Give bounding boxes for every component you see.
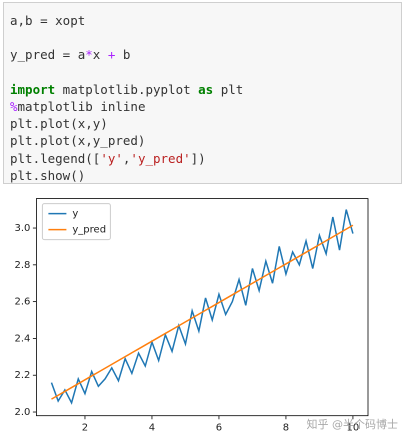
y-tick-label: 2.0 xyxy=(14,407,30,418)
series-line xyxy=(51,224,354,400)
legend-label: y_pred xyxy=(72,225,106,236)
code-cell[interactable]: a,b = xopt y_pred = a*x + b import matplot… xyxy=(3,2,402,184)
code-token: , xyxy=(122,150,131,166)
code-token: matplotlib.pyplot xyxy=(55,81,199,97)
code-token: % xyxy=(10,98,18,114)
watermark: 知乎 @半个码博士 xyxy=(307,417,399,431)
code-token: b xyxy=(115,47,131,63)
code-token: matplotlib inline xyxy=(17,98,146,114)
code-token: a,b = xopt xyxy=(10,13,86,28)
legend-box xyxy=(41,203,111,241)
code-token: plt xyxy=(213,81,244,97)
code-token: y_pred = a xyxy=(10,47,86,63)
code-token: plt.plot(x,y_pred) xyxy=(10,133,146,149)
y-tick-label: 2.8 xyxy=(14,260,30,271)
x-tick-label: 8 xyxy=(283,423,289,434)
x-tick-label: 4 xyxy=(149,423,155,434)
code-token: x xyxy=(92,47,108,63)
code-token: plt.show() xyxy=(10,167,86,183)
code-line: y_pred = a*x + b xyxy=(10,46,395,63)
code-token: + xyxy=(107,47,116,63)
legend-label: y xyxy=(72,209,78,220)
y-tick-label: 2.4 xyxy=(14,333,30,344)
code-line: import matplotlib.pyplot as plt xyxy=(10,81,395,98)
code-token: plt.legend([ xyxy=(10,150,101,166)
code-line: a,b = xopt xyxy=(10,12,395,29)
code-line: plt.show() xyxy=(10,167,395,184)
code-token: 'y' xyxy=(100,150,123,166)
y-tick-label: 2.6 xyxy=(14,297,30,308)
code-line: plt.plot(x,y_pred) xyxy=(10,132,395,149)
x-tick-label: 6 xyxy=(216,423,222,434)
code-line: plt.legend(['y','y_pred']) xyxy=(10,150,395,167)
code-line: plt.plot(x,y) xyxy=(10,115,395,132)
code-token: * xyxy=(85,47,93,63)
code-token: plt.plot(x,y) xyxy=(10,116,108,132)
code-token: import xyxy=(10,81,56,97)
code-line: %matplotlib inline xyxy=(10,98,395,115)
y-tick-label: 2.2 xyxy=(14,370,30,381)
series-line xyxy=(50,209,354,405)
code-token: as xyxy=(198,81,214,97)
plot-area xyxy=(36,198,369,417)
code-token: ]) xyxy=(190,150,206,166)
y-tick-label: 3.0 xyxy=(14,223,30,234)
x-tick-label: 2 xyxy=(82,423,88,434)
code-token: 'y_pred' xyxy=(130,150,191,166)
x-tick-label: 10 xyxy=(347,423,360,434)
